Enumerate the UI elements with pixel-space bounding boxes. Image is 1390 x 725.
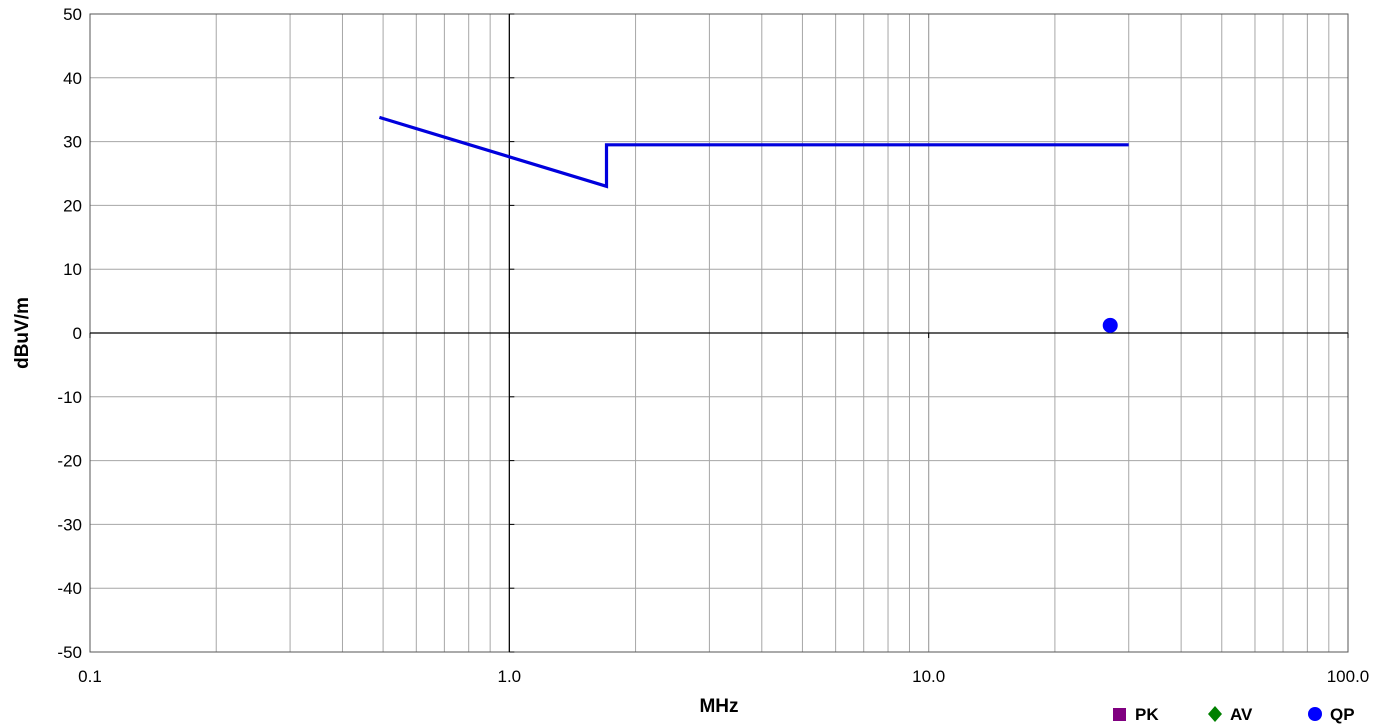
x-tick-label: 100.0 [1327, 667, 1370, 686]
legend-label-qp: QP [1330, 705, 1355, 724]
x-tick-label: 0.1 [78, 667, 102, 686]
y-tick-label: -40 [57, 579, 82, 598]
y-tick-label: -10 [57, 388, 82, 407]
y-tick-label: -20 [57, 452, 82, 471]
x-tick-label: 1.0 [498, 667, 522, 686]
y-tick-label: 20 [63, 196, 82, 215]
y-tick-labels: 50 40 30 20 10 0 -10 -20 -30 -40 -50 [57, 5, 82, 662]
legend-label-av: AV [1230, 705, 1253, 724]
y-tick-label: 0 [73, 324, 82, 343]
x-axis-title: MHz [699, 696, 738, 717]
series [378, 115, 1129, 333]
legend-pk-marker [1113, 708, 1126, 721]
legend: PK AV QP [1113, 705, 1355, 724]
legend-qp-marker [1308, 707, 1322, 721]
y-tick-label: -30 [57, 515, 82, 534]
y-tick-label: -50 [57, 643, 82, 662]
qp-point [1102, 317, 1118, 333]
x-tick-label: 10.0 [912, 667, 945, 686]
legend-av-marker [1208, 706, 1222, 722]
y-tick-label: 50 [63, 5, 82, 24]
axes [89, 13, 1349, 653]
y-tick-label: 10 [63, 260, 82, 279]
y-axis-title: dBuV/m [12, 297, 33, 369]
y-tick-label: 40 [63, 69, 82, 88]
limit-line [378, 115, 1129, 189]
y-tick-label: 30 [63, 133, 82, 152]
x-tick-labels: 0.1 1.0 10.0 100.0 [78, 667, 1369, 686]
legend-label-pk: PK [1135, 705, 1159, 724]
